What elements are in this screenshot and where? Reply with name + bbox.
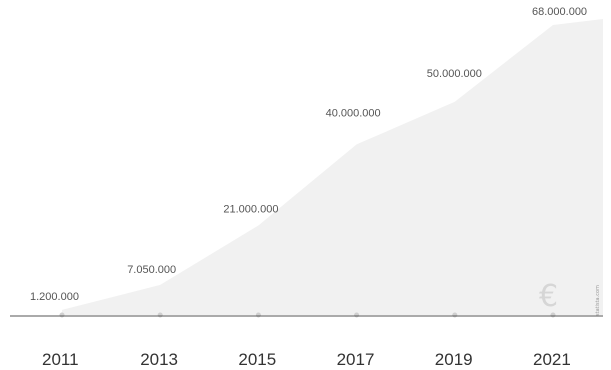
data-label-2015: 21.000.000: [223, 203, 278, 215]
x-axis-ticks: 2011 2013 2015 2017 2019 2021: [42, 350, 571, 369]
marker-2013: [157, 312, 163, 318]
marker-2015: [255, 312, 261, 318]
tick-label-2015: 2015: [238, 350, 276, 369]
tick-label-2011: 2011: [42, 350, 79, 369]
data-labels: 1.200.000 7.050.000 21.000.000 40.000.000 50…: [30, 6, 587, 303]
tick-label-2013: 2013: [140, 350, 178, 369]
data-label-2017: 40.000.000: [326, 107, 381, 119]
tick-label-2019: 2019: [435, 350, 473, 369]
currency-symbol-icon: €: [539, 279, 558, 314]
data-label-2011: 1.200.000: [30, 291, 79, 303]
data-label-2013: 7.050.000: [127, 264, 176, 276]
watermark-text: statista.com: [595, 285, 601, 316]
marker-2019: [452, 312, 458, 318]
tick-label-2017: 2017: [337, 350, 375, 369]
data-label-2019: 50.000.000: [427, 68, 482, 80]
tick-label-2021: 2021: [533, 350, 571, 369]
data-label-2021: 68.000.000: [532, 6, 587, 18]
marker-2011: [59, 312, 65, 318]
area-series: [62, 19, 603, 315]
marker-2017: [354, 312, 360, 318]
